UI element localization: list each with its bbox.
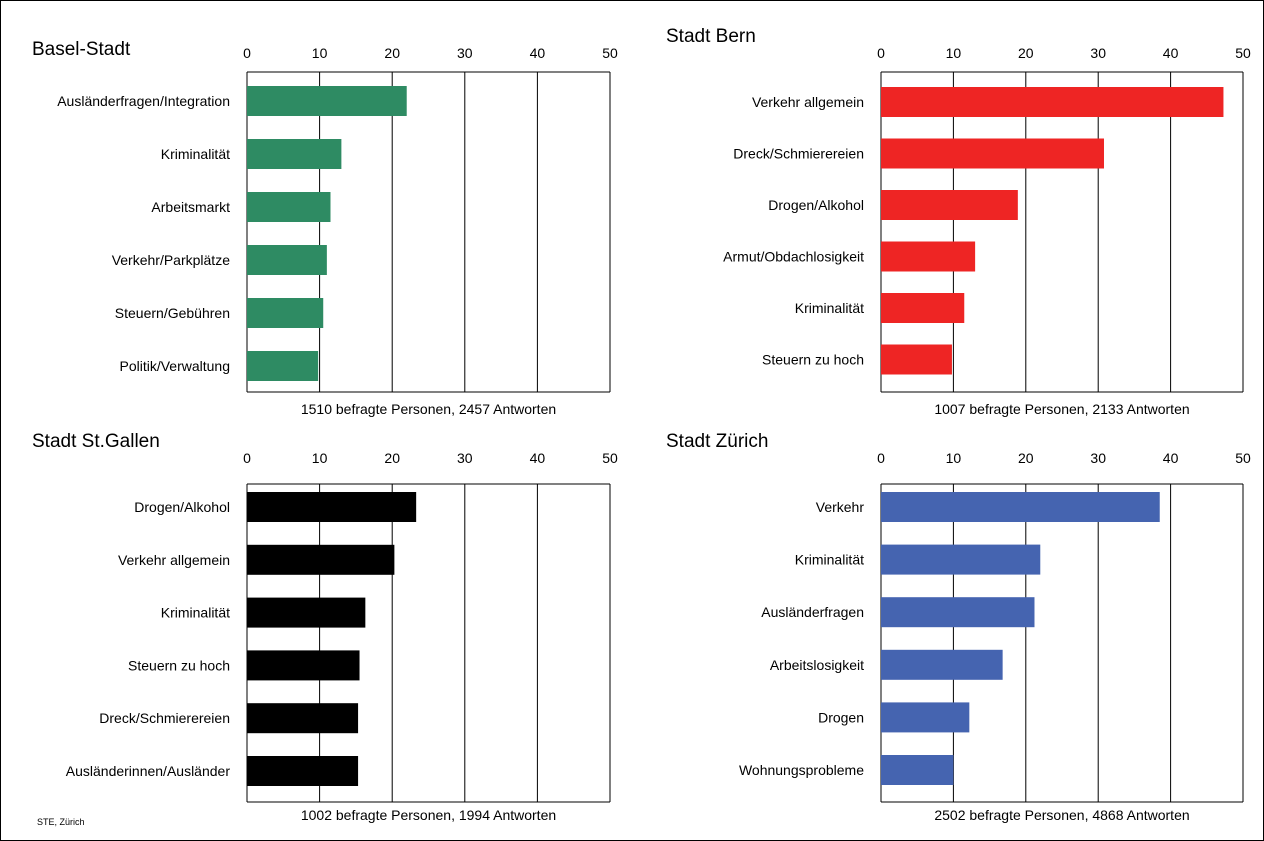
bar xyxy=(247,245,327,275)
tick-label: 0 xyxy=(243,45,251,61)
tick-label: 40 xyxy=(1163,45,1179,61)
bar xyxy=(881,138,1104,169)
category-label: Drogen/Alkohol xyxy=(134,499,230,515)
chart-title: Stadt Zürich xyxy=(666,431,768,452)
bar xyxy=(247,544,395,575)
bar xyxy=(247,192,331,222)
tick-label: 0 xyxy=(243,450,251,466)
tick-label: 10 xyxy=(946,450,962,466)
bar xyxy=(881,597,1035,628)
bar xyxy=(881,87,1224,117)
bar xyxy=(881,293,965,323)
tick-label: 30 xyxy=(457,45,473,61)
bar xyxy=(247,298,324,328)
bar xyxy=(881,649,1003,680)
chart-note: 1002 befragte Personen, 1994 Antworten xyxy=(301,807,556,823)
tick-label: 20 xyxy=(384,45,400,61)
bar xyxy=(247,139,342,169)
tick-label: 0 xyxy=(877,45,885,61)
category-label: Ausländerinnen/Ausländer xyxy=(66,763,231,779)
category-label: Steuern/Gebühren xyxy=(115,305,230,321)
bar xyxy=(247,703,359,734)
category-label: Arbeitsmarkt xyxy=(151,199,230,215)
category-label: Ausländerfragen xyxy=(761,604,864,620)
bar xyxy=(881,755,954,785)
tick-label: 40 xyxy=(530,45,546,61)
bar xyxy=(247,597,366,628)
bar xyxy=(247,492,417,522)
category-label: Dreck/Schmierereien xyxy=(99,710,230,726)
source-label: STE, Zürich xyxy=(37,817,85,827)
tick-label: 30 xyxy=(457,450,473,466)
category-label: Verkehr xyxy=(816,499,865,515)
bar xyxy=(247,650,360,681)
bar xyxy=(881,492,1160,522)
tick-label: 20 xyxy=(384,450,400,466)
tick-label: 50 xyxy=(602,45,618,61)
category-label: Ausländerfragen/Integration xyxy=(57,93,230,109)
bar xyxy=(881,702,970,733)
tick-label: 30 xyxy=(1090,45,1106,61)
chart-note: 1007 befragte Personen, 2133 Antworten xyxy=(934,401,1189,417)
tick-label: 50 xyxy=(1235,450,1251,466)
category-label: Kriminalität xyxy=(161,146,230,162)
category-label: Verkehr allgemein xyxy=(752,94,864,110)
category-label: Verkehr/Parkplätze xyxy=(112,252,230,268)
chart-panel-4: Stadt Zürich 0 10 20 30 40 50 Verkehr Kriminalit… xyxy=(666,431,1251,823)
category-label: Steuern zu hoch xyxy=(128,657,230,673)
bar xyxy=(247,86,407,116)
category-label: Wohnungsprobleme xyxy=(739,762,864,778)
tick-label: 10 xyxy=(312,45,328,61)
bar xyxy=(881,344,952,375)
chart-title: Stadt St.Gallen xyxy=(32,431,160,452)
bar xyxy=(881,241,976,272)
chart-panel-3: Stadt St.Gallen 0 10 20 30 40 50 Drogen/Alkohol… xyxy=(32,431,618,823)
tick-label: 10 xyxy=(312,450,328,466)
tick-label: 10 xyxy=(946,45,962,61)
tick-label: 20 xyxy=(1018,450,1034,466)
bar xyxy=(881,190,1018,220)
tick-label: 30 xyxy=(1090,450,1106,466)
chart-title: Stadt Bern xyxy=(666,26,756,47)
bar xyxy=(247,756,359,786)
chart-note: 2502 befragte Personen, 4868 Antworten xyxy=(934,807,1189,823)
tick-label: 40 xyxy=(530,450,546,466)
tick-label: 40 xyxy=(1163,450,1179,466)
category-label: Politik/Verwaltung xyxy=(119,358,230,374)
category-label: Verkehr allgemein xyxy=(118,552,230,568)
tick-label: 0 xyxy=(877,450,885,466)
tick-label: 20 xyxy=(1018,45,1034,61)
category-label: Arbeitslosigkeit xyxy=(770,657,864,673)
tick-label: 50 xyxy=(602,450,618,466)
chart-panel-2: Stadt Bern 0 10 20 30 40 50 Verkehr allgemein Dr… xyxy=(666,26,1251,417)
chart-panel-1: Basel-Stadt 0 10 20 30 40 50 Ausländerfragen/In… xyxy=(32,39,618,417)
chart-title: Basel-Stadt xyxy=(32,39,131,60)
tick-label: 50 xyxy=(1235,45,1251,61)
category-label: Kriminalität xyxy=(795,300,864,316)
bar xyxy=(881,544,1041,575)
category-label: Kriminalität xyxy=(795,552,864,568)
chart-note: 1510 befragte Personen, 2457 Antworten xyxy=(301,401,556,417)
bar xyxy=(247,351,319,381)
category-label: Steuern zu hoch xyxy=(762,352,864,368)
category-label: Drogen/Alkohol xyxy=(768,197,864,213)
category-label: Dreck/Schmierereien xyxy=(733,146,864,162)
category-label: Armut/Obdachlosigkeit xyxy=(723,249,864,265)
category-label: Drogen xyxy=(818,709,864,725)
category-label: Kriminalität xyxy=(161,605,230,621)
